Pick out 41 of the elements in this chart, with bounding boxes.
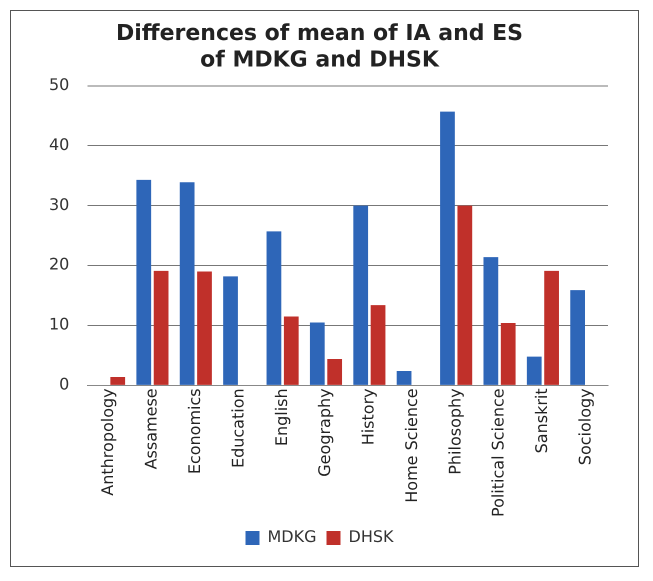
y-tick-label: 10	[49, 314, 70, 334]
bar	[266, 231, 282, 385]
y-tick-label: 40	[49, 134, 70, 154]
y-tick-label: 30	[49, 194, 70, 214]
bar	[457, 206, 472, 385]
x-tick-label: English	[272, 388, 291, 446]
bar	[154, 270, 168, 385]
bar	[197, 272, 212, 385]
x-tick-label: Education	[228, 388, 248, 468]
bar	[310, 322, 325, 385]
bar	[396, 370, 412, 385]
bar	[327, 359, 342, 385]
bar	[136, 180, 152, 385]
chart-title: Differences of mean of IA and ES of MDKG and DHSK	[116, 20, 524, 72]
bar	[526, 356, 542, 385]
x-tick-label: Sanskrit	[532, 388, 552, 454]
bar	[180, 182, 195, 385]
x-tick-label: Home Science	[402, 388, 421, 503]
bar	[440, 112, 455, 385]
bar	[500, 323, 516, 385]
bar	[483, 257, 498, 385]
x-tick-label: Sociology	[575, 388, 594, 466]
legend-label: DHSK	[348, 527, 394, 546]
y-tick-label: 0	[59, 374, 70, 394]
bar	[284, 316, 299, 385]
x-tick-label: Geography	[315, 388, 334, 477]
bar	[370, 305, 386, 385]
bar	[570, 290, 586, 385]
x-tick-label: Political Science	[488, 388, 508, 518]
x-tick-label: Philosophy	[445, 388, 464, 475]
bar	[544, 270, 559, 385]
x-tick-label: Assamese	[142, 388, 161, 470]
x-tick-label: Anthropology	[98, 388, 118, 496]
x-tick-label: Economics	[184, 388, 204, 474]
y-tick-label: 50	[49, 74, 70, 94]
bar	[353, 206, 368, 385]
x-tick-label: History	[358, 388, 378, 446]
bar	[110, 376, 126, 385]
bar	[223, 276, 238, 385]
legend-label: MDKG	[267, 527, 317, 546]
y-tick-label: 20	[49, 254, 70, 274]
